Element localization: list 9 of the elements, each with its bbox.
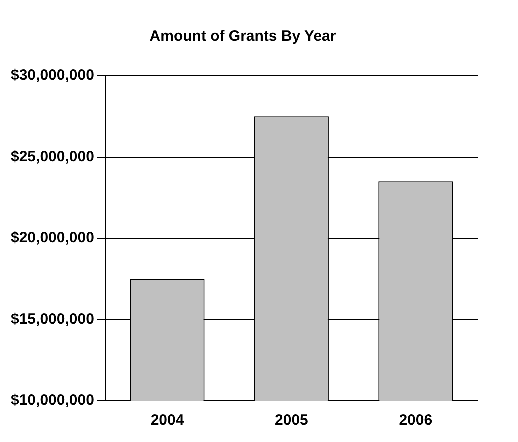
- y-tick-label: $20,000,000: [10, 230, 94, 247]
- x-tick-label: 2006: [399, 412, 433, 430]
- chart-title: Amount of Grants By Year: [150, 28, 336, 46]
- x-tick-label: 2004: [150, 412, 185, 430]
- x-tick-label: 2005: [275, 412, 308, 430]
- y-tick-label: $15,000,000: [10, 310, 94, 328]
- y-tick-label: $30,000,000: [10, 67, 94, 84]
- y-tick-label: $10,000,000: [10, 392, 94, 410]
- y-tick-label: $25,000,000: [10, 148, 94, 166]
